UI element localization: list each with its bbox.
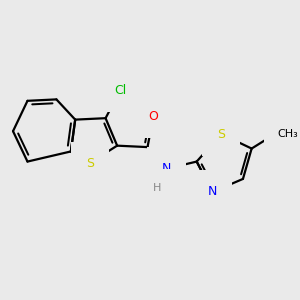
Text: O: O bbox=[148, 110, 158, 123]
Text: S: S bbox=[86, 157, 94, 169]
Text: H: H bbox=[153, 183, 161, 193]
Text: N: N bbox=[208, 185, 217, 198]
Text: Cl: Cl bbox=[114, 84, 126, 97]
Text: CH₃: CH₃ bbox=[278, 129, 298, 139]
Text: N: N bbox=[162, 162, 171, 175]
Text: S: S bbox=[217, 128, 225, 141]
